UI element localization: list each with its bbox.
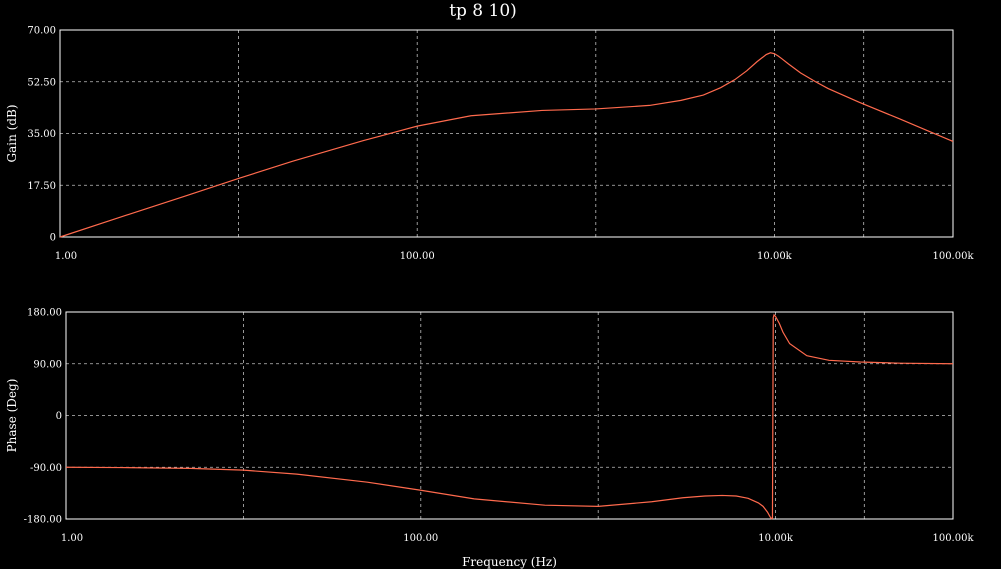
plot-frame	[59, 29, 954, 238]
y-tick-label: -90.00	[30, 463, 62, 474]
gain-curve	[59, 52, 954, 238]
x-tick-label: 10.00k	[757, 251, 793, 262]
y-tick-label: -180.00	[24, 515, 62, 526]
chart-title: tp 8 10)	[449, 1, 517, 21]
x-tick-label: 100.00	[400, 251, 435, 262]
y-tick-label: 0	[56, 411, 62, 422]
x-tick-label: 10.00k	[758, 533, 794, 544]
x-tick-label: 100.00k	[932, 533, 974, 544]
phase-panel: -180.00 -90.00 0 90.00 180.00 1.00 100.00 10.00…	[5, 308, 974, 569]
y-tick-label: 17.50	[27, 181, 56, 192]
x-tick-label: 100.00k	[932, 251, 974, 262]
y-tick-label: 0	[50, 233, 56, 244]
y-tick-label: 35.00	[27, 129, 56, 140]
y-tick-label: 52.50	[27, 77, 56, 88]
y-tick-label: 70.00	[27, 26, 56, 37]
y-axis-label: Phase (Deg)	[5, 379, 19, 453]
gain-panel: 0 17.50 35.00 52.50 70.00 1.00 100.00 10.00k 100…	[5, 26, 974, 263]
x-tick-label: 1.00	[61, 533, 83, 544]
phase-curve	[65, 313, 954, 520]
y-tick-label: 180.00	[27, 308, 62, 319]
x-axis-label: Frequency (Hz)	[462, 555, 557, 569]
plot-frame	[65, 311, 954, 520]
x-tick-label: 1.00	[55, 251, 77, 262]
y-axis-label: Gain (dB)	[5, 105, 19, 163]
y-tick-label: 90.00	[33, 359, 62, 370]
x-tick-label: 100.00	[403, 533, 438, 544]
